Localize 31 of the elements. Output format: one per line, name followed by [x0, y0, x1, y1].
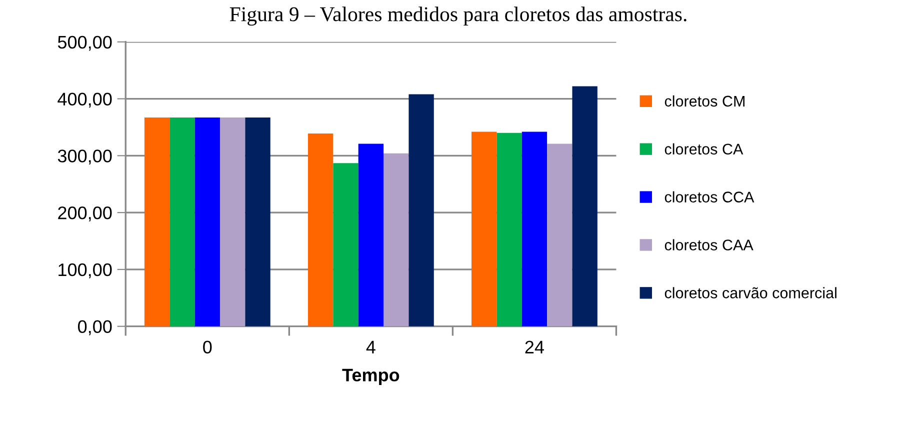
- y-tick-label: 400,00: [58, 92, 112, 108]
- legend-label: cloretos CM: [664, 95, 744, 107]
- y-tick-label: 300,00: [58, 150, 112, 165]
- legend-label: cloretos CA: [664, 143, 744, 155]
- y-tick-label: 100,00: [58, 263, 112, 278]
- bar: [220, 118, 246, 326]
- bar: [358, 144, 384, 326]
- legend-label: cloretos CAA: [664, 239, 754, 250]
- bar: [333, 163, 358, 326]
- bar: [144, 118, 170, 326]
- legend-label: cloretos carvão comercial: [664, 287, 836, 298]
- bar: [408, 94, 434, 326]
- bar: [384, 153, 409, 326]
- y-tick-label: 0,00: [78, 320, 112, 336]
- bar: [308, 133, 334, 326]
- y-tick-label: 500,00: [58, 36, 112, 51]
- x-tick-label: 4: [366, 340, 376, 354]
- x-tick-label: 24: [525, 340, 544, 354]
- bar: [245, 118, 270, 326]
- y-tick-label: 200,00: [58, 206, 112, 222]
- bar: [472, 132, 497, 326]
- bar: [194, 118, 220, 326]
- bar: [496, 132, 522, 326]
- bar: [547, 144, 572, 326]
- bar: [522, 132, 548, 326]
- bar: [572, 86, 598, 326]
- x-axis-title: Tempo: [342, 368, 400, 385]
- bar: [170, 118, 195, 326]
- chart-title: Figura 9 – Valores medidos para cloretos das amostras.: [230, 6, 686, 26]
- x-tick-label: 0: [203, 340, 212, 354]
- legend-label: cloretos CCA: [664, 191, 754, 202]
